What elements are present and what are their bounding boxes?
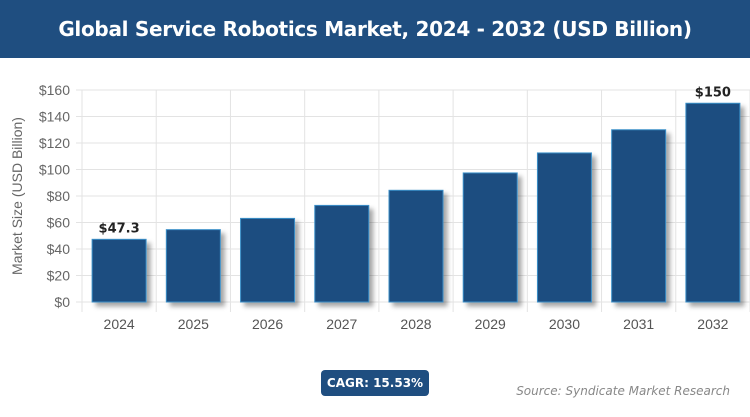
x-tick-label: 2025 <box>178 316 209 332</box>
x-tick-label: 2029 <box>475 316 506 332</box>
bar-2025 <box>165 229 221 303</box>
cagr-badge: CAGR: 15.53% <box>321 370 429 396</box>
y-tick-label: $0 <box>54 294 70 310</box>
y-tick-label: $160 <box>39 82 70 98</box>
bar-2027 <box>314 204 370 303</box>
y-tick-label: $140 <box>39 109 70 125</box>
bar-2030 <box>536 152 592 303</box>
y-tick-label: $120 <box>39 135 70 151</box>
y-tick-label: $80 <box>47 188 71 204</box>
x-tick-label: 2027 <box>326 316 357 332</box>
chart-title: Global Service Robotics Market, 2024 - 2… <box>0 0 750 58</box>
x-tick-label: 2026 <box>252 316 283 332</box>
y-tick-label: $20 <box>47 268 71 284</box>
bar-2031 <box>611 129 667 303</box>
y-tick-label: $100 <box>39 162 70 178</box>
bar-chart: $0 $20 $40 $60 $80 $100 $120 $140 $160 Market Siz… <box>9 82 750 332</box>
x-tick-label: 2028 <box>400 316 431 332</box>
x-tick-label: 2031 <box>623 316 654 332</box>
y-tick-label: $60 <box>47 215 71 231</box>
data-label: $47.3 <box>99 221 140 236</box>
source-note: Source: Syndicate Market Research <box>516 384 730 398</box>
x-tick-label: 2032 <box>697 316 728 332</box>
bar-2029 <box>462 172 518 303</box>
x-tick-label: 2030 <box>549 316 580 332</box>
y-axis-title: Market Size (USD Billion) <box>9 117 25 275</box>
bar-2028 <box>388 189 444 303</box>
x-tick-label: 2024 <box>104 316 135 332</box>
y-tick-label: $40 <box>47 241 71 257</box>
bar-2024 <box>91 238 147 303</box>
bar-2032 <box>685 102 741 303</box>
data-label: $150 <box>695 85 731 100</box>
bar-2026 <box>240 217 296 303</box>
